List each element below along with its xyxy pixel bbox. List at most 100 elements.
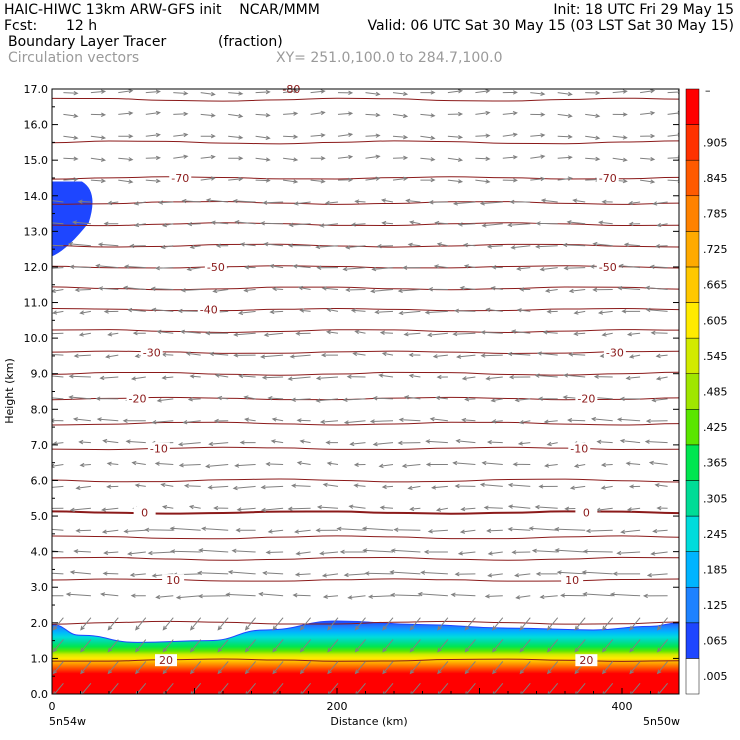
circulation-vectors	[52, 89, 679, 694]
vector-arrow	[450, 592, 476, 597]
vector-arrow	[420, 570, 448, 575]
vector-arrow	[437, 617, 449, 631]
vector-arrow	[507, 527, 531, 532]
vector-arrow	[407, 242, 421, 247]
vector-arrow	[491, 265, 503, 270]
colorbar-swatch	[685, 88, 700, 125]
vector-arrow	[74, 287, 91, 293]
vector-arrow	[409, 661, 421, 675]
vector-arrow	[602, 682, 614, 694]
vector-arrow	[518, 419, 531, 425]
vector-arrow	[73, 353, 91, 358]
vector-arrow	[300, 682, 311, 694]
vector-arrow	[485, 307, 503, 313]
vector-arrow	[464, 617, 476, 631]
vector-arrow	[408, 373, 421, 379]
colorbar-swatch	[685, 551, 700, 588]
vector-arrow	[217, 661, 229, 675]
contour-label-bg	[596, 260, 619, 273]
vector-arrow	[403, 332, 421, 337]
vector-arrow	[210, 220, 229, 225]
vector-arrow	[601, 661, 614, 675]
vector-arrow	[107, 639, 119, 653]
contour-line	[52, 222, 679, 227]
vector-arrow	[502, 111, 518, 116]
vector-arrow	[97, 242, 119, 247]
vector-arrow	[392, 176, 409, 181]
vector-arrow	[262, 200, 284, 205]
vector-arrow	[63, 113, 79, 118]
vector-arrow	[200, 133, 216, 139]
colorbar-swatch	[685, 231, 700, 268]
vector-arrow	[420, 135, 436, 140]
vector-arrow	[118, 157, 134, 162]
vector-arrow	[376, 243, 394, 249]
vector-arrow	[403, 395, 421, 400]
vector-arrow	[612, 89, 628, 94]
vector-arrow	[287, 506, 311, 511]
contour-label-bg	[561, 574, 584, 587]
vector-arrow	[507, 222, 531, 228]
vector-arrow	[546, 617, 559, 631]
colorbar-label: .425	[703, 421, 728, 434]
vector-arrow	[215, 243, 229, 248]
vector-arrow	[102, 571, 119, 576]
vector-arrow	[162, 639, 174, 653]
vector-arrow	[629, 682, 641, 694]
contour-label: -20	[577, 393, 595, 406]
vector-arrow	[654, 483, 668, 488]
vector-arrow	[263, 332, 284, 337]
y-tick-label: 1.0	[31, 652, 49, 665]
vector-arrow	[600, 462, 613, 468]
vector-arrow	[79, 462, 91, 468]
vector-arrow	[479, 201, 503, 206]
valid-time: Valid: 06 UTC Sat 30 May 15 (03 LST Sat …	[367, 18, 734, 34]
vector-arrow	[616, 417, 641, 422]
vector-arrow	[161, 352, 174, 357]
vector-arrow	[283, 89, 299, 94]
vector-arrow	[618, 263, 641, 269]
vector-arrow	[118, 134, 134, 139]
vector-arrow	[642, 593, 668, 599]
colorbar-label: .125	[703, 599, 728, 612]
vector-arrow	[475, 89, 491, 94]
vector-arrow	[260, 485, 284, 490]
vector-arrow	[105, 354, 119, 359]
vector-arrow	[186, 266, 201, 272]
vector-arrow	[150, 286, 174, 291]
vector-arrow	[255, 112, 271, 118]
contour-label-bg	[575, 506, 598, 519]
contour-label-bg	[197, 303, 220, 316]
vector-arrow	[654, 243, 668, 249]
vector-arrow	[454, 483, 476, 489]
y-tick-label: 2.0	[31, 617, 49, 630]
vector-arrow	[155, 594, 174, 600]
vector-arrow	[80, 682, 92, 694]
vector-arrow	[535, 244, 558, 249]
vector-arrow	[585, 156, 601, 162]
vector-arrow	[90, 157, 107, 162]
y-tick-label: 3.0	[31, 581, 49, 594]
contour-line	[52, 535, 679, 540]
vector-arrow	[80, 661, 92, 675]
vector-arrow	[381, 351, 394, 357]
vector-arrow	[382, 661, 394, 675]
vector-arrow	[475, 179, 491, 184]
vector-arrow	[514, 573, 531, 578]
vector-arrow	[464, 639, 476, 653]
vector-arrow	[319, 419, 339, 425]
vector-arrow	[185, 351, 201, 356]
vector-arrow	[315, 528, 339, 533]
contour-label: -50	[207, 261, 225, 274]
vector-arrow	[409, 506, 421, 512]
vector-arrow	[162, 617, 174, 631]
vector-arrow	[515, 595, 531, 600]
vector-arrow	[459, 285, 476, 291]
contour-line	[52, 620, 679, 625]
vector-arrow	[382, 682, 394, 694]
vector-arrow	[52, 572, 64, 575]
contour-label: 0	[141, 507, 148, 520]
vector-arrow	[177, 308, 201, 314]
contour-label-bg	[155, 654, 177, 667]
vector-arrow	[129, 572, 146, 578]
